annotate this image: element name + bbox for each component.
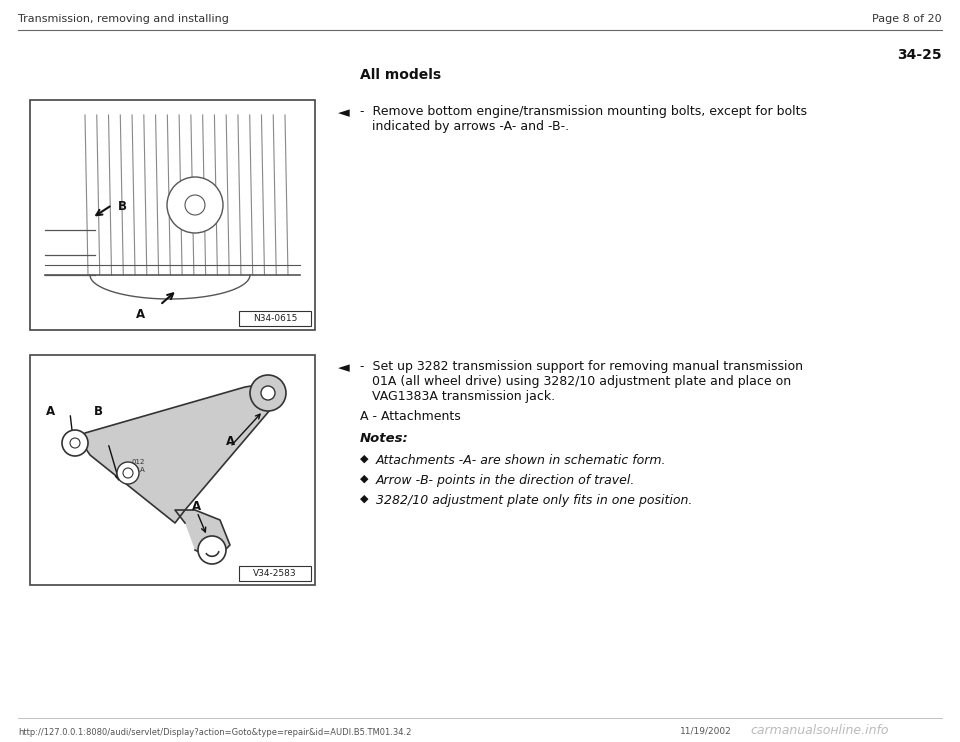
Text: A: A: [226, 435, 234, 448]
Text: ◆: ◆: [360, 454, 369, 464]
Text: indicated by arrows -A- and -B-.: indicated by arrows -A- and -B-.: [360, 120, 569, 133]
Text: carmanualsонline.info: carmanualsонline.info: [750, 724, 889, 737]
Circle shape: [123, 468, 133, 478]
Text: B: B: [93, 405, 103, 418]
Text: A - Attachments: A - Attachments: [360, 410, 461, 423]
Text: All models: All models: [360, 68, 442, 82]
Polygon shape: [80, 383, 280, 523]
Text: B: B: [117, 200, 127, 213]
Bar: [30, 355, 315, 585]
Text: 34-25: 34-25: [898, 48, 942, 62]
Text: Page 8 of 20: Page 8 of 20: [873, 14, 942, 24]
Text: ◄: ◄: [338, 105, 349, 120]
Polygon shape: [175, 510, 230, 560]
Circle shape: [198, 536, 226, 564]
Text: 012: 012: [131, 459, 144, 465]
Text: ◆: ◆: [360, 474, 369, 484]
Circle shape: [261, 386, 275, 400]
Text: V34-2583: V34-2583: [253, 569, 297, 578]
Text: -  Set up 3282 transmission support for removing manual transmission: - Set up 3282 transmission support for r…: [360, 360, 803, 373]
Text: ◆: ◆: [360, 494, 369, 504]
Bar: [239, 566, 311, 581]
Circle shape: [250, 375, 286, 411]
Text: 01A (all wheel drive) using 3282/10 adjustment plate and place on: 01A (all wheel drive) using 3282/10 adju…: [360, 375, 791, 388]
Text: ◄: ◄: [338, 360, 349, 375]
Text: N34-0615: N34-0615: [252, 314, 298, 323]
Text: 01A: 01A: [131, 467, 145, 473]
Circle shape: [167, 177, 223, 233]
Text: 3282/10 adjustment plate only fits in one position.: 3282/10 adjustment plate only fits in on…: [376, 494, 692, 507]
Text: Notes:: Notes:: [360, 432, 409, 445]
Text: -  Remove bottom engine/transmission mounting bolts, except for bolts: - Remove bottom engine/transmission moun…: [360, 105, 807, 118]
Text: Arrow -B- points in the direction of travel.: Arrow -B- points in the direction of tra…: [376, 474, 636, 487]
Bar: [239, 311, 311, 326]
Text: A: A: [192, 500, 202, 513]
Text: Attachments -A- are shown in schematic form.: Attachments -A- are shown in schematic f…: [376, 454, 666, 467]
Circle shape: [70, 438, 80, 448]
Text: Transmission, removing and installing: Transmission, removing and installing: [18, 14, 228, 24]
Text: VAG1383A transmission jack.: VAG1383A transmission jack.: [360, 390, 555, 403]
Circle shape: [185, 195, 205, 215]
Circle shape: [117, 462, 139, 484]
Text: 11/19/2002: 11/19/2002: [680, 726, 732, 735]
Text: A: A: [135, 308, 145, 321]
Circle shape: [62, 430, 88, 456]
Text: A: A: [45, 405, 55, 418]
Bar: [30, 100, 315, 330]
Text: http://127.0.0.1:8080/audi/servlet/Display?action=Goto&type=repair&id=AUDI.B5.TM: http://127.0.0.1:8080/audi/servlet/Displ…: [18, 728, 412, 737]
